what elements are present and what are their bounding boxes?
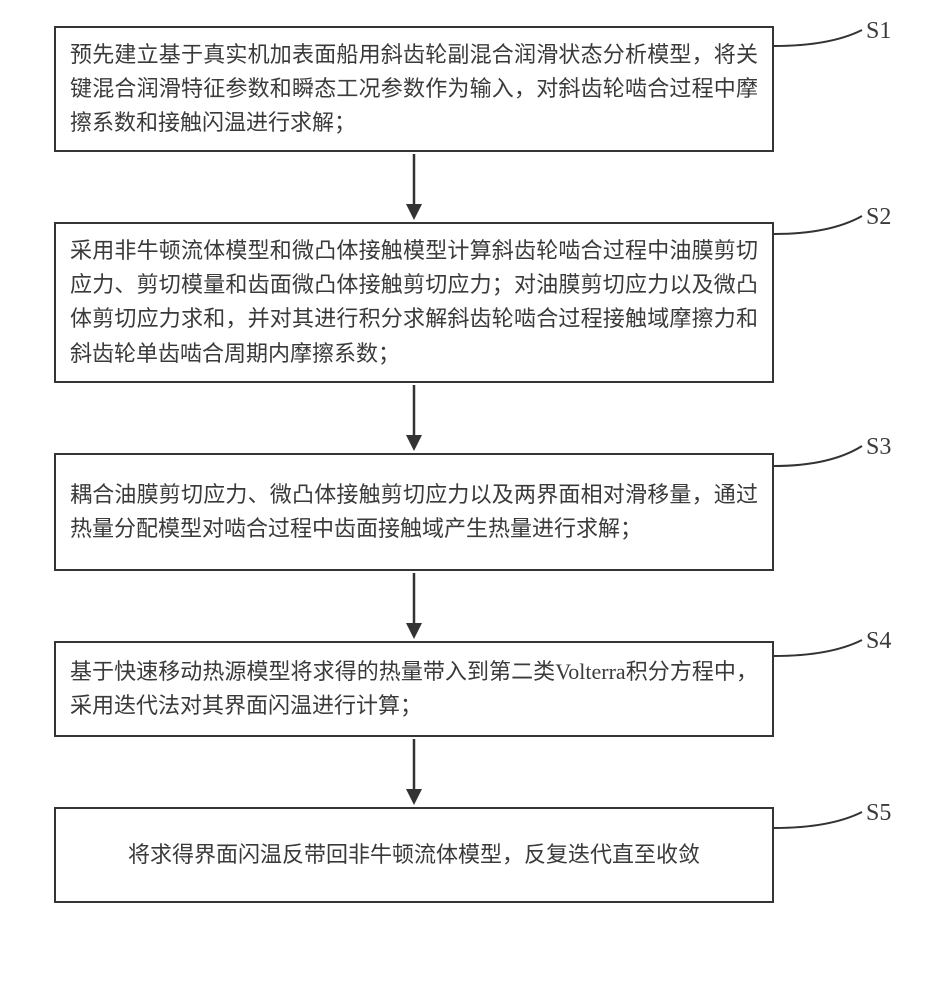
step-text: 耦合油膜剪切应力、微凸体接触剪切应力以及两界面相对滑移量，通过热量分配模型对啮合…: [70, 478, 758, 546]
label-s2: S2: [866, 204, 891, 231]
label-s5: S5: [866, 800, 891, 827]
step-s3: 耦合油膜剪切应力、微凸体接触剪切应力以及两界面相对滑移量，通过热量分配模型对啮合…: [54, 453, 774, 571]
label-s3: S3: [866, 434, 891, 461]
step-text: 预先建立基于真实机加表面船用斜齿轮副混合润滑状态分析模型，将关键混合润滑特征参数…: [70, 38, 758, 140]
arrow-4-5: [54, 737, 774, 807]
arrow-3-4: [54, 571, 774, 641]
arrow-1-2: [54, 152, 774, 222]
step-s2: 采用非牛顿流体模型和微凸体接触模型计算斜齿轮啮合过程中油膜剪切应力、剪切模量和齿…: [54, 222, 774, 382]
label-s1: S1: [866, 18, 891, 45]
step-s4: 基于快速移动热源模型将求得的热量带入到第二类Volterra积分方程中，采用迭代…: [54, 641, 774, 737]
step-s5: 将求得界面闪温反带回非牛顿流体模型，反复迭代直至收敛: [54, 807, 774, 903]
step-text: 采用非牛顿流体模型和微凸体接触模型计算斜齿轮啮合过程中油膜剪切应力、剪切模量和齿…: [70, 234, 758, 370]
step-text: 基于快速移动热源模型将求得的热量带入到第二类Volterra积分方程中，采用迭代…: [70, 655, 758, 723]
flowchart: 预先建立基于真实机加表面船用斜齿轮副混合润滑状态分析模型，将关键混合润滑特征参数…: [54, 26, 874, 903]
label-s4: S4: [866, 628, 891, 655]
step-s1: 预先建立基于真实机加表面船用斜齿轮副混合润滑状态分析模型，将关键混合润滑特征参数…: [54, 26, 774, 152]
arrow-2-3: [54, 383, 774, 453]
step-text: 将求得界面闪温反带回非牛顿流体模型，反复迭代直至收敛: [70, 838, 758, 872]
